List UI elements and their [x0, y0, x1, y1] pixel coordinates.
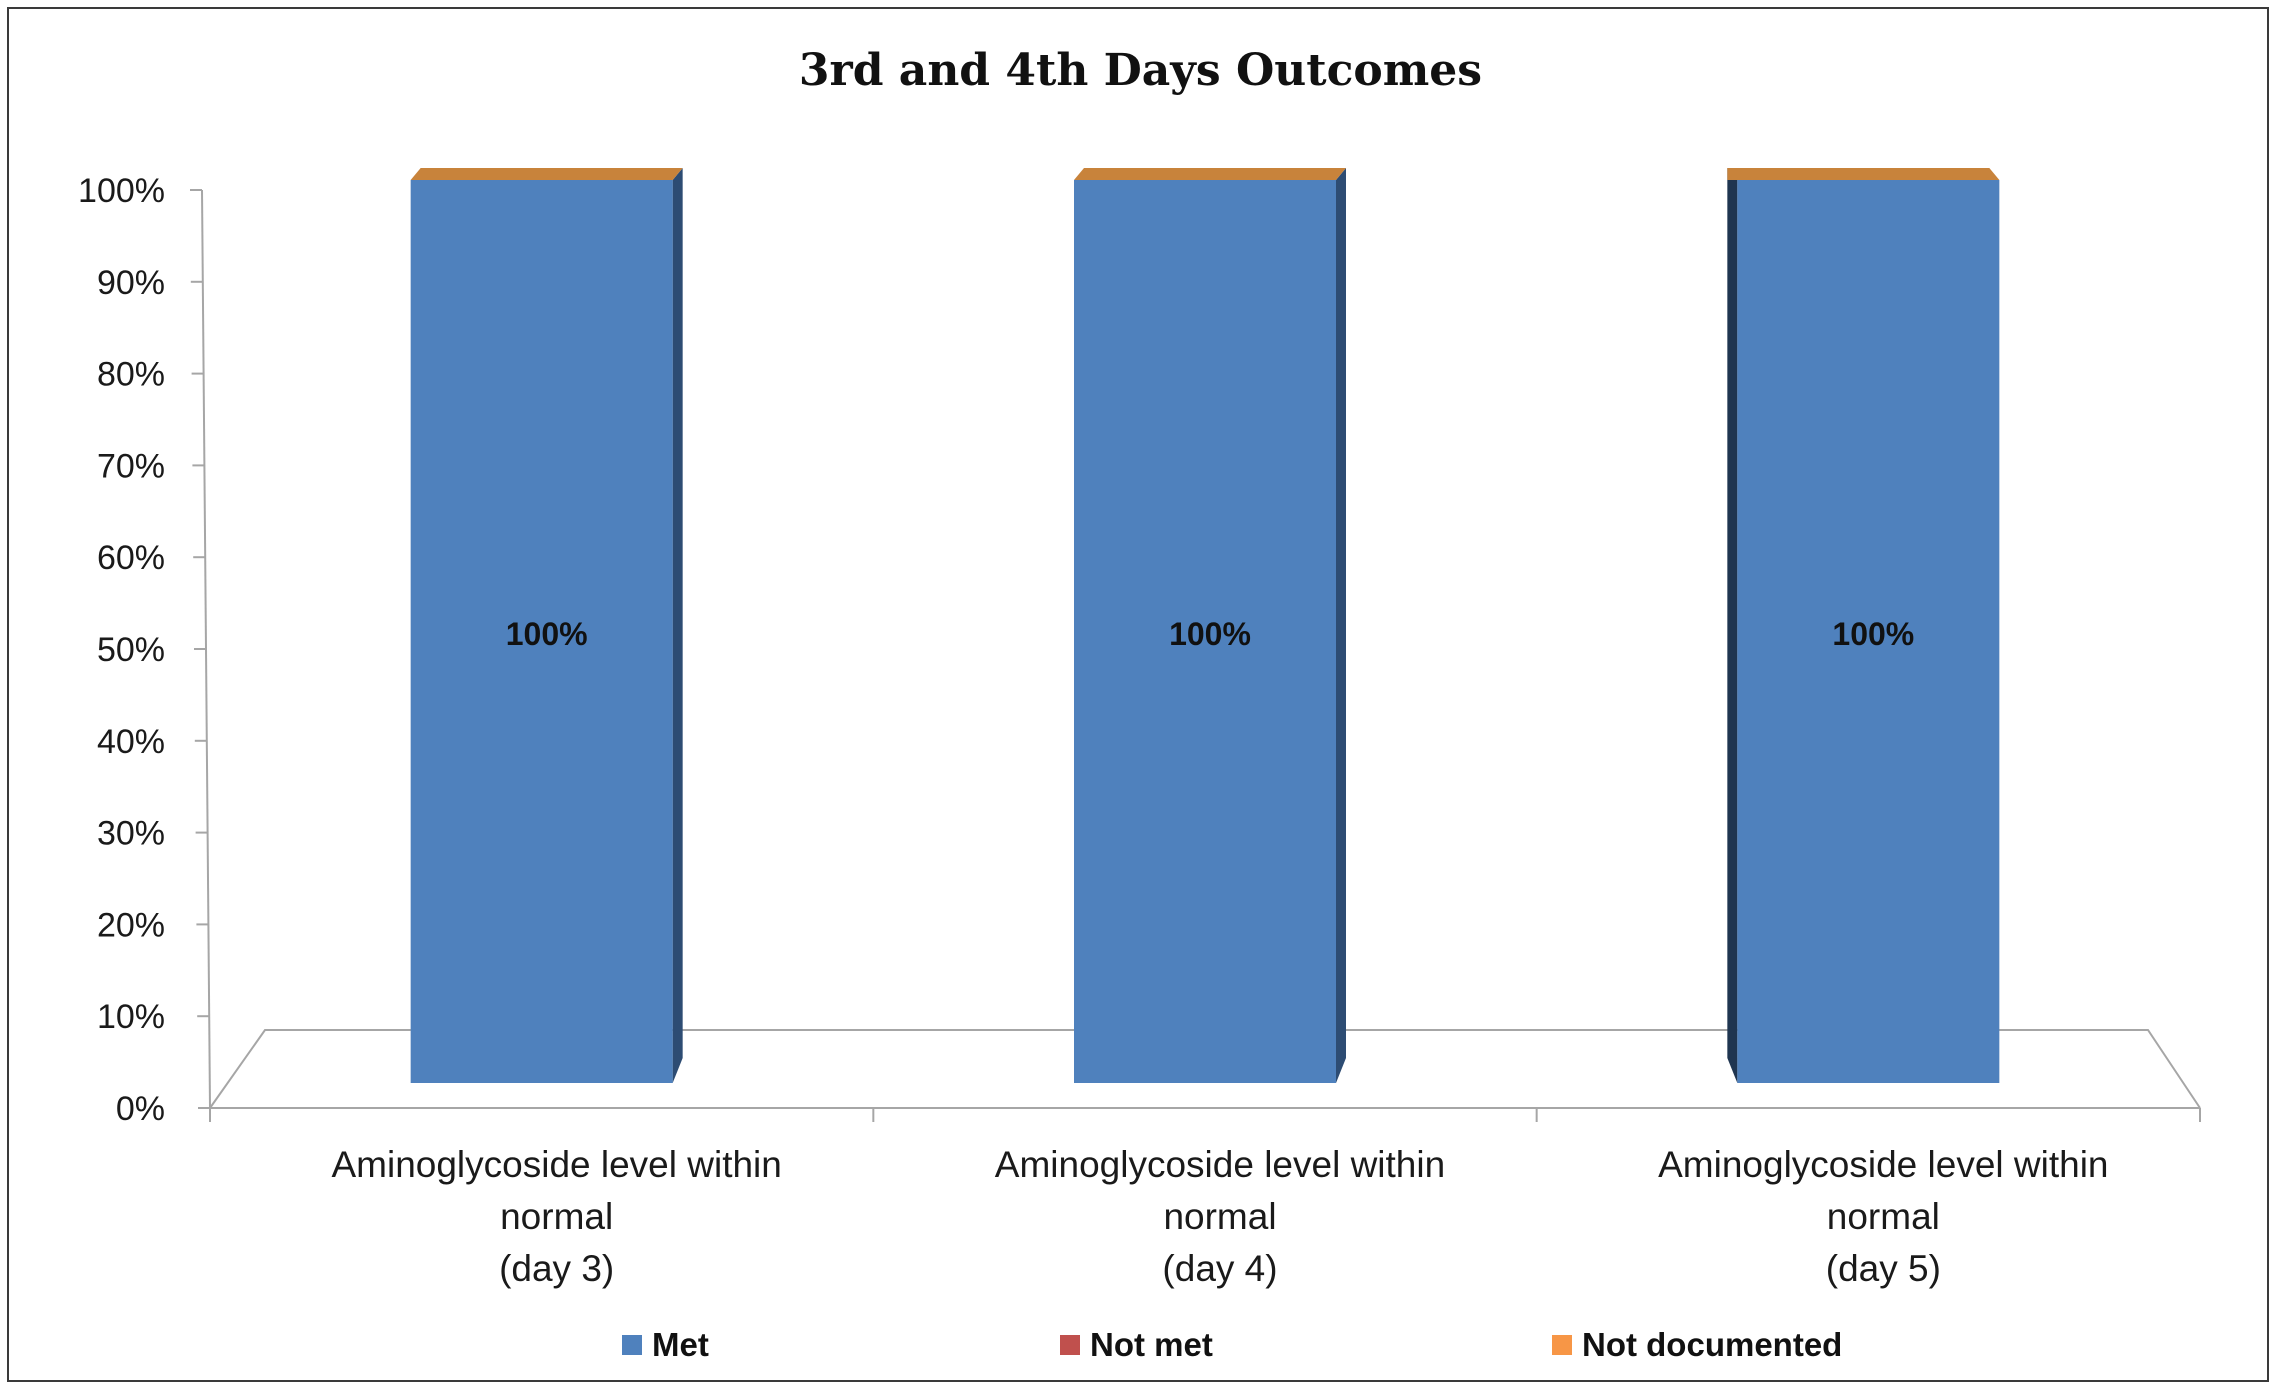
bar-side-Met-2 — [1727, 168, 1738, 1083]
legend-item-not-documented: Not documented — [1552, 1320, 1842, 1370]
y-tick-label-0%: 0% — [116, 1090, 165, 1128]
y-axis: 0% 10% 20% 30% 40% 50% 60% 70% 80% 90% 100% — [78, 172, 2201, 1128]
bars — [410, 168, 2000, 1083]
x-tick-label-1-0: Aminoglycoside level within — [995, 1144, 1445, 1185]
legend: Met Not met Not documented — [0, 1320, 2281, 1370]
legend-label: Met — [652, 1326, 709, 1363]
y-tick-label-60%: 60% — [97, 539, 165, 577]
legend-swatch — [1060, 1335, 1080, 1355]
x-tick-label-0-0: Aminoglycoside level within — [331, 1144, 781, 1185]
y-tick-label-10%: 10% — [97, 998, 165, 1036]
legend-label: Not documented — [1582, 1326, 1843, 1363]
x-tick-label-1-1: normal — [1163, 1196, 1276, 1237]
bar-Met-2 — [1737, 180, 2000, 1083]
y-tick-label-20%: 20% — [97, 906, 165, 944]
legend-label: Not met — [1090, 1326, 1213, 1363]
y-tick-label-70%: 70% — [97, 447, 165, 485]
bar-side-Met-1 — [1336, 168, 1346, 1083]
legend-swatch — [1552, 1335, 1572, 1355]
legend-item-met: Met — [622, 1320, 709, 1370]
legend-item-not-met: Not met — [1060, 1320, 1213, 1370]
bar-side-Met-0 — [672, 168, 683, 1083]
bar-Met-0 — [410, 180, 673, 1083]
data-label-0: 100% — [506, 616, 588, 652]
data-label-2: 100% — [1832, 616, 1914, 652]
y-tick-label-100%: 100% — [78, 172, 165, 210]
y-tick-label-50%: 50% — [97, 631, 165, 669]
x-tick-label-1-2: (day 4) — [1162, 1248, 1277, 1289]
y-tick-label-80%: 80% — [97, 356, 165, 394]
legend-swatch — [622, 1335, 642, 1355]
x-tick-label-2-2: (day 5) — [1826, 1248, 1941, 1289]
y-tick-label-40%: 40% — [97, 723, 165, 761]
bar-top-Not documented-2 — [1727, 168, 2000, 180]
data-label-1: 100% — [1169, 616, 1251, 652]
labels: 100% Aminoglycoside level within normal (da… — [331, 616, 2108, 1289]
bar-top-Not documented-1 — [1074, 168, 1346, 180]
y-tick-label-30%: 30% — [97, 815, 165, 853]
x-tick-label-0-1: normal — [500, 1196, 613, 1237]
bar-Met-1 — [1074, 180, 1336, 1083]
x-tick-label-2-0: Aminoglycoside level within — [1658, 1144, 2108, 1185]
x-tick-label-2-1: normal — [1827, 1196, 1940, 1237]
chart-title: 3rd and 4th Days Outcomes — [798, 45, 1483, 96]
y-tick-label-90%: 90% — [97, 264, 165, 302]
x-tick-label-0-2: (day 3) — [499, 1248, 614, 1289]
bar-top-Not documented-0 — [410, 168, 683, 180]
